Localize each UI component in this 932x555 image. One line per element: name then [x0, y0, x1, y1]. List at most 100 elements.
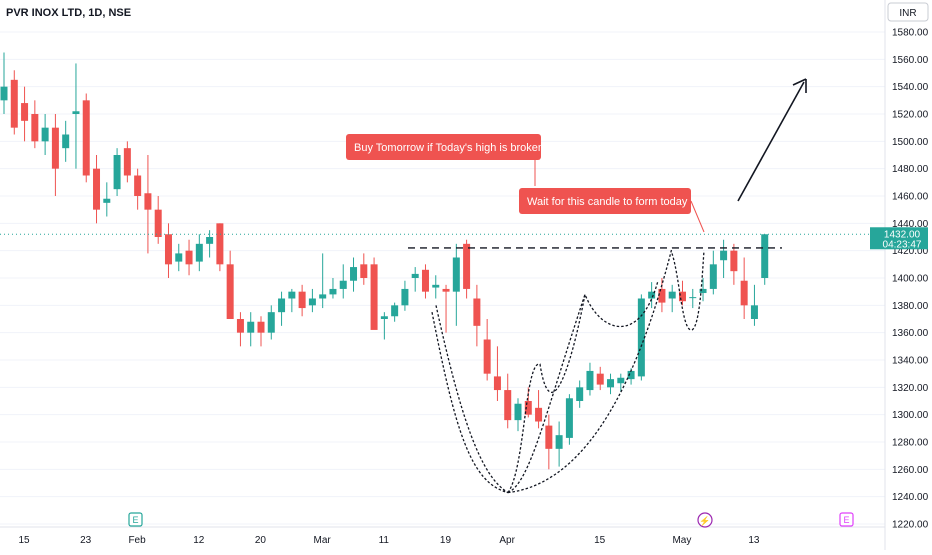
candle-down[interactable]: [144, 155, 152, 254]
handle-curve[interactable]: [671, 250, 705, 331]
candle-up[interactable]: [637, 294, 645, 381]
callout-buy-tomorrow[interactable]: Buy Tomorrow if Today's high is broken: [346, 134, 544, 186]
candle-up[interactable]: [329, 278, 337, 299]
candle-up[interactable]: [339, 264, 347, 299]
candle-down[interactable]: [154, 196, 162, 244]
candle-up[interactable]: [617, 373, 625, 392]
candle-body: [10, 79, 18, 128]
candle-down[interactable]: [134, 168, 142, 210]
candle-body: [278, 298, 286, 313]
candle-up[interactable]: [0, 52, 8, 115]
candle-down[interactable]: [216, 223, 224, 272]
candle-up[interactable]: [607, 373, 615, 395]
price-badge-countdown: 04:23:47: [883, 239, 922, 250]
candle-up[interactable]: [308, 288, 316, 313]
dividend-marker[interactable]: ⚡: [697, 512, 713, 528]
cup-curve[interactable]: [431, 312, 509, 494]
candle-down[interactable]: [236, 312, 244, 347]
candle-down[interactable]: [370, 257, 378, 330]
candle-down[interactable]: [658, 278, 666, 313]
candle-down[interactable]: [740, 257, 748, 320]
candle-up[interactable]: [113, 148, 121, 196]
candle-down[interactable]: [226, 250, 234, 319]
candle-down[interactable]: [678, 280, 686, 306]
candle-down[interactable]: [123, 141, 131, 183]
candle-up[interactable]: [391, 302, 399, 322]
candle-down[interactable]: [493, 346, 501, 401]
candle-up[interactable]: [668, 284, 676, 313]
candle-down[interactable]: [483, 319, 491, 381]
candle-up[interactable]: [750, 284, 758, 326]
candle-up[interactable]: [586, 362, 594, 396]
candle-down[interactable]: [463, 239, 471, 299]
candle-up[interactable]: [699, 278, 707, 302]
cup-curve[interactable]: [435, 305, 509, 494]
y-tick-label: 1420.00: [892, 246, 929, 257]
currency-badge[interactable]: [887, 2, 929, 22]
candle-body: [41, 127, 49, 142]
candle-down[interactable]: [93, 155, 101, 224]
candle-up[interactable]: [555, 421, 563, 467]
candle-up[interactable]: [62, 120, 70, 162]
candle-down[interactable]: [185, 239, 193, 276]
callout-wait-candle[interactable]: Wait for this candle to form today: [519, 188, 705, 233]
candle-down[interactable]: [473, 284, 481, 347]
candle-up[interactable]: [41, 114, 49, 155]
candle-down[interactable]: [82, 93, 90, 183]
candle-up[interactable]: [401, 280, 409, 311]
candle-down[interactable]: [730, 243, 738, 285]
candle-up[interactable]: [72, 63, 80, 169]
candle-up[interactable]: [411, 267, 419, 292]
candle-up[interactable]: [648, 282, 656, 309]
cup-curve[interactable]: [507, 294, 586, 494]
candle-up[interactable]: [267, 305, 275, 340]
candle-down[interactable]: [10, 70, 18, 135]
candle-down[interactable]: [545, 414, 553, 470]
candle-down[interactable]: [421, 264, 429, 299]
candle-up[interactable]: [247, 312, 255, 347]
candle-down[interactable]: [524, 387, 532, 418]
handle-curve[interactable]: [507, 280, 659, 493]
candle-up[interactable]: [288, 288, 296, 313]
candle-down[interactable]: [504, 373, 512, 429]
candle-up[interactable]: [319, 253, 327, 309]
candle-down[interactable]: [257, 316, 265, 347]
candle-up[interactable]: [206, 230, 214, 258]
candle-up[interactable]: [380, 312, 388, 340]
candle-down[interactable]: [164, 223, 172, 278]
upcoming-earnings-marker[interactable]: E: [839, 512, 854, 527]
candle-body: [288, 291, 296, 299]
candle-up[interactable]: [689, 288, 697, 309]
candle-up[interactable]: [195, 234, 203, 272]
candle-down[interactable]: [298, 284, 306, 317]
y-tick-label: 1340.00: [892, 356, 929, 367]
candle-up[interactable]: [175, 243, 183, 272]
candle-down[interactable]: [31, 100, 39, 149]
candle-down[interactable]: [596, 366, 604, 391]
candle-up[interactable]: [432, 275, 440, 299]
time-axis[interactable]: 15 23 Feb 12 20 Mar 11 19 Apr 15 May 13: [0, 526, 885, 546]
cup-curve[interactable]: [507, 247, 673, 494]
candle-up[interactable]: [576, 380, 584, 408]
candle-down[interactable]: [442, 284, 450, 333]
grid-layer: [0, 31, 885, 525]
candle-up[interactable]: [350, 257, 358, 292]
candle-up[interactable]: [565, 394, 573, 445]
candle-down[interactable]: [51, 114, 59, 196]
candle-down[interactable]: [21, 86, 29, 142]
candle-up[interactable]: [709, 250, 717, 295]
y-tick-label: 1260.00: [892, 465, 929, 476]
earnings-marker[interactable]: E: [128, 512, 143, 527]
candle-up[interactable]: [103, 182, 111, 217]
candle-up[interactable]: [514, 398, 522, 432]
price-axis[interactable]: INR 1220.001240.001260.001280.001300.001…: [870, 0, 932, 550]
candle-down[interactable]: [360, 253, 368, 285]
candle-down[interactable]: [535, 390, 543, 429]
candle-up[interactable]: [452, 243, 460, 326]
candle-body: [51, 127, 59, 169]
target-arrow-line[interactable]: [737, 81, 805, 202]
candle-up[interactable]: [761, 234, 769, 285]
candle-up[interactable]: [278, 291, 286, 326]
candle-up[interactable]: [720, 239, 728, 278]
